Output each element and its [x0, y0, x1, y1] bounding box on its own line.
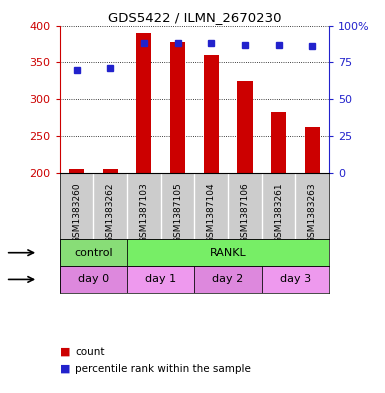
- Text: GSM1387106: GSM1387106: [241, 182, 249, 243]
- Bar: [204, 55, 219, 173]
- Title: GDS5422 / ILMN_2670230: GDS5422 / ILMN_2670230: [108, 11, 281, 24]
- Bar: [194, 266, 262, 293]
- Text: GSM1383260: GSM1383260: [72, 182, 81, 243]
- Text: day 2: day 2: [213, 274, 244, 285]
- Text: GSM1387105: GSM1387105: [173, 182, 182, 243]
- Text: percentile rank within the sample: percentile rank within the sample: [75, 364, 251, 374]
- Bar: [103, 169, 118, 173]
- Bar: [262, 266, 329, 293]
- Bar: [271, 112, 286, 173]
- Text: RANKL: RANKL: [210, 248, 246, 258]
- Text: count: count: [75, 347, 105, 357]
- Text: GSM1387103: GSM1387103: [139, 182, 148, 243]
- Bar: [127, 239, 329, 266]
- Text: ■: ■: [60, 347, 70, 357]
- Bar: [305, 127, 320, 173]
- Text: GSM1383261: GSM1383261: [274, 182, 283, 243]
- Text: control: control: [74, 248, 113, 258]
- Text: day 0: day 0: [78, 274, 109, 285]
- Text: GSM1387104: GSM1387104: [207, 182, 216, 243]
- Text: day 1: day 1: [145, 274, 176, 285]
- Text: ■: ■: [60, 364, 70, 374]
- Bar: [136, 33, 151, 173]
- Text: GSM1383263: GSM1383263: [308, 182, 317, 243]
- Text: day 3: day 3: [280, 274, 311, 285]
- Bar: [69, 169, 84, 173]
- Bar: [60, 266, 127, 293]
- Text: GSM1383262: GSM1383262: [106, 182, 115, 243]
- Bar: [170, 42, 185, 173]
- Bar: [60, 239, 127, 266]
- Bar: [238, 81, 253, 173]
- Bar: [127, 266, 194, 293]
